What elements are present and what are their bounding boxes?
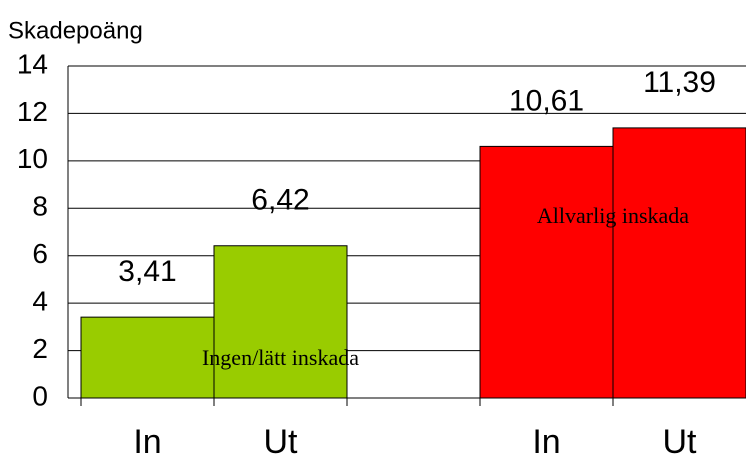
bar bbox=[80, 316, 215, 399]
bar bbox=[479, 145, 614, 399]
y-tick-label: 14 bbox=[17, 48, 48, 79]
value-label: 3,41 bbox=[118, 255, 176, 288]
bar bbox=[213, 245, 348, 399]
x-tick-label: In bbox=[532, 423, 560, 461]
value-label: 6,42 bbox=[251, 184, 309, 217]
y-tick-label: 0 bbox=[32, 380, 48, 411]
x-tick-label: In bbox=[133, 423, 161, 461]
y-axis-title: Skadepoäng bbox=[8, 17, 143, 44]
y-tick-label: 12 bbox=[17, 96, 48, 127]
y-tick-label: 8 bbox=[32, 191, 48, 222]
annotation: Ingen/lätt inskada bbox=[202, 345, 359, 370]
bar bbox=[612, 127, 746, 399]
value-label: 11,39 bbox=[643, 66, 716, 99]
y-tick-label: 6 bbox=[32, 238, 48, 269]
x-tick-label: Ut bbox=[264, 423, 299, 461]
y-tick-label: 2 bbox=[32, 333, 48, 364]
y-tick-label: 4 bbox=[32, 286, 48, 317]
y-tick-label: 10 bbox=[17, 143, 48, 174]
annotation: Allvarlig inskada bbox=[537, 203, 689, 228]
value-label: 10,61 bbox=[509, 84, 584, 117]
x-tick-label: Ut bbox=[663, 423, 698, 461]
